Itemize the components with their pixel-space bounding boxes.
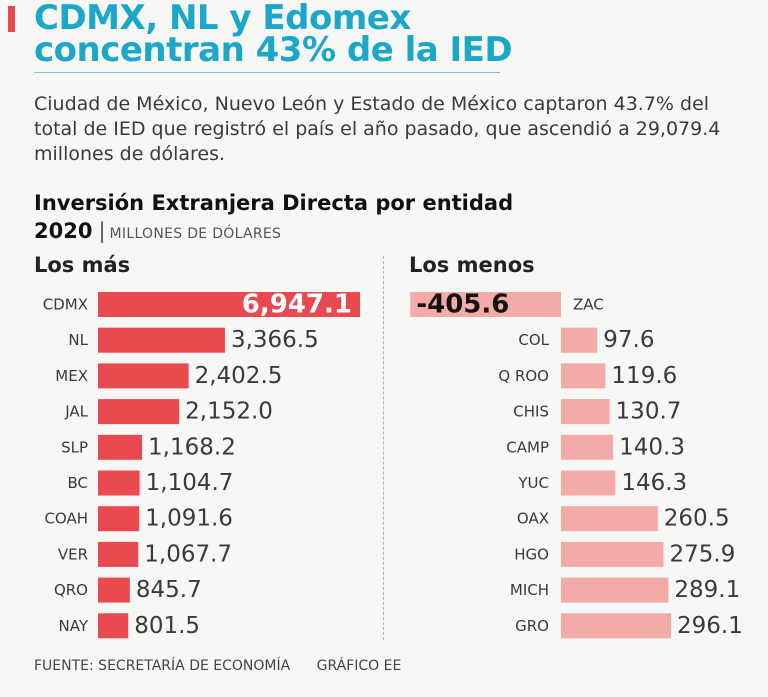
headline: CDMX, NL y Edomex concentran 43% de la I… [34, 0, 554, 70]
value-label: 140.3 [619, 434, 685, 460]
value-label: 119.6 [611, 363, 677, 389]
bar-mex [98, 363, 189, 389]
bar-ver [98, 541, 139, 567]
subtitle-separator: | [98, 219, 106, 243]
category-label: NAY [59, 617, 89, 635]
value-label: -405.6 [416, 290, 509, 320]
bar-zac [410, 292, 561, 317]
category-label: CHIS [513, 403, 549, 421]
footer: FUENTE: SECRETARÍA DE ECONOMÍA GRÁFICO E… [34, 658, 423, 674]
category-label: CAMP [506, 438, 549, 456]
category-label: BC [67, 474, 88, 492]
category-label: YUC [517, 474, 549, 492]
value-label: 845.7 [136, 577, 202, 603]
category-label: Q ROO [498, 367, 549, 385]
chart-units: MILLONES DE DÓLARES [109, 226, 282, 242]
bar-col [561, 327, 598, 353]
bar-hgo [561, 541, 664, 567]
bar-camp [561, 434, 614, 460]
bar-bc [98, 470, 140, 496]
headline-rule [34, 72, 500, 73]
bar-gro [561, 613, 671, 639]
category-label: COAH [44, 510, 88, 528]
category-label: COL [518, 331, 549, 349]
bar-cdmx [98, 292, 360, 317]
bar-mich [561, 577, 669, 603]
value-label: 1,104.7 [146, 470, 234, 496]
bar-q-roo [561, 363, 606, 389]
headline-line-1: CDMX, NL y Edomex [34, 0, 411, 38]
value-label: 146.3 [621, 470, 687, 496]
category-label: MEX [55, 367, 88, 385]
bar-oax [561, 506, 658, 532]
value-label: 275.9 [669, 541, 735, 567]
category-label: QRO [54, 581, 88, 599]
bar-chis [561, 399, 610, 425]
category-label: JAL [64, 403, 88, 421]
bar-jal [98, 399, 180, 425]
intro-paragraph: Ciudad de México, Nuevo León y Estado de… [34, 93, 721, 165]
chart-year: 2020 [34, 219, 93, 243]
bar-nl [98, 327, 225, 353]
chart-title: Inversión Extranjera Directa por entidad [34, 191, 514, 215]
panel-title-least: Los menos [409, 253, 535, 277]
value-label: 1,091.6 [145, 506, 233, 532]
bar-coah [98, 506, 140, 532]
value-label: 1,067.7 [144, 541, 232, 567]
value-label: 2,152.0 [185, 399, 273, 425]
value-label: 289.1 [674, 577, 740, 603]
footer-credit: GRÁFICO EE [316, 658, 402, 674]
category-label: SLP [61, 438, 88, 456]
panel-title-most: Los más [34, 253, 131, 277]
category-label: CDMX [43, 296, 88, 314]
value-label: 801.5 [134, 613, 200, 639]
category-label: MICH [510, 581, 549, 599]
value-label: 296.1 [677, 613, 743, 639]
panel-divider [383, 256, 384, 640]
headline-line-2: concentran 43% de la IED [34, 30, 513, 70]
value-label: 6,947.1 [242, 290, 352, 320]
value-label: 130.7 [616, 399, 682, 425]
bar-nay [98, 613, 129, 639]
value-label: 2,402.5 [195, 363, 283, 389]
bar-slp [98, 434, 143, 460]
accent-bar [8, 6, 15, 32]
category-label: OAX [517, 510, 549, 528]
footer-source: FUENTE: SECRETARÍA DE ECONOMÍA [34, 658, 291, 674]
value-label: 97.6 [603, 327, 654, 353]
bar-qro [98, 577, 130, 603]
value-label: 1,168.2 [148, 434, 236, 460]
category-label: GRO [515, 617, 549, 635]
bar-yuc [561, 470, 616, 496]
category-label: NL [68, 331, 88, 349]
value-label: 3,366.5 [231, 327, 319, 353]
category-label: VER [58, 545, 88, 563]
value-label: 260.5 [664, 506, 730, 532]
category-label: ZAC [573, 296, 604, 314]
category-label: HGO [514, 545, 549, 563]
chart-subtitle: 2020 | MILLONES DE DÓLARES [34, 219, 281, 243]
